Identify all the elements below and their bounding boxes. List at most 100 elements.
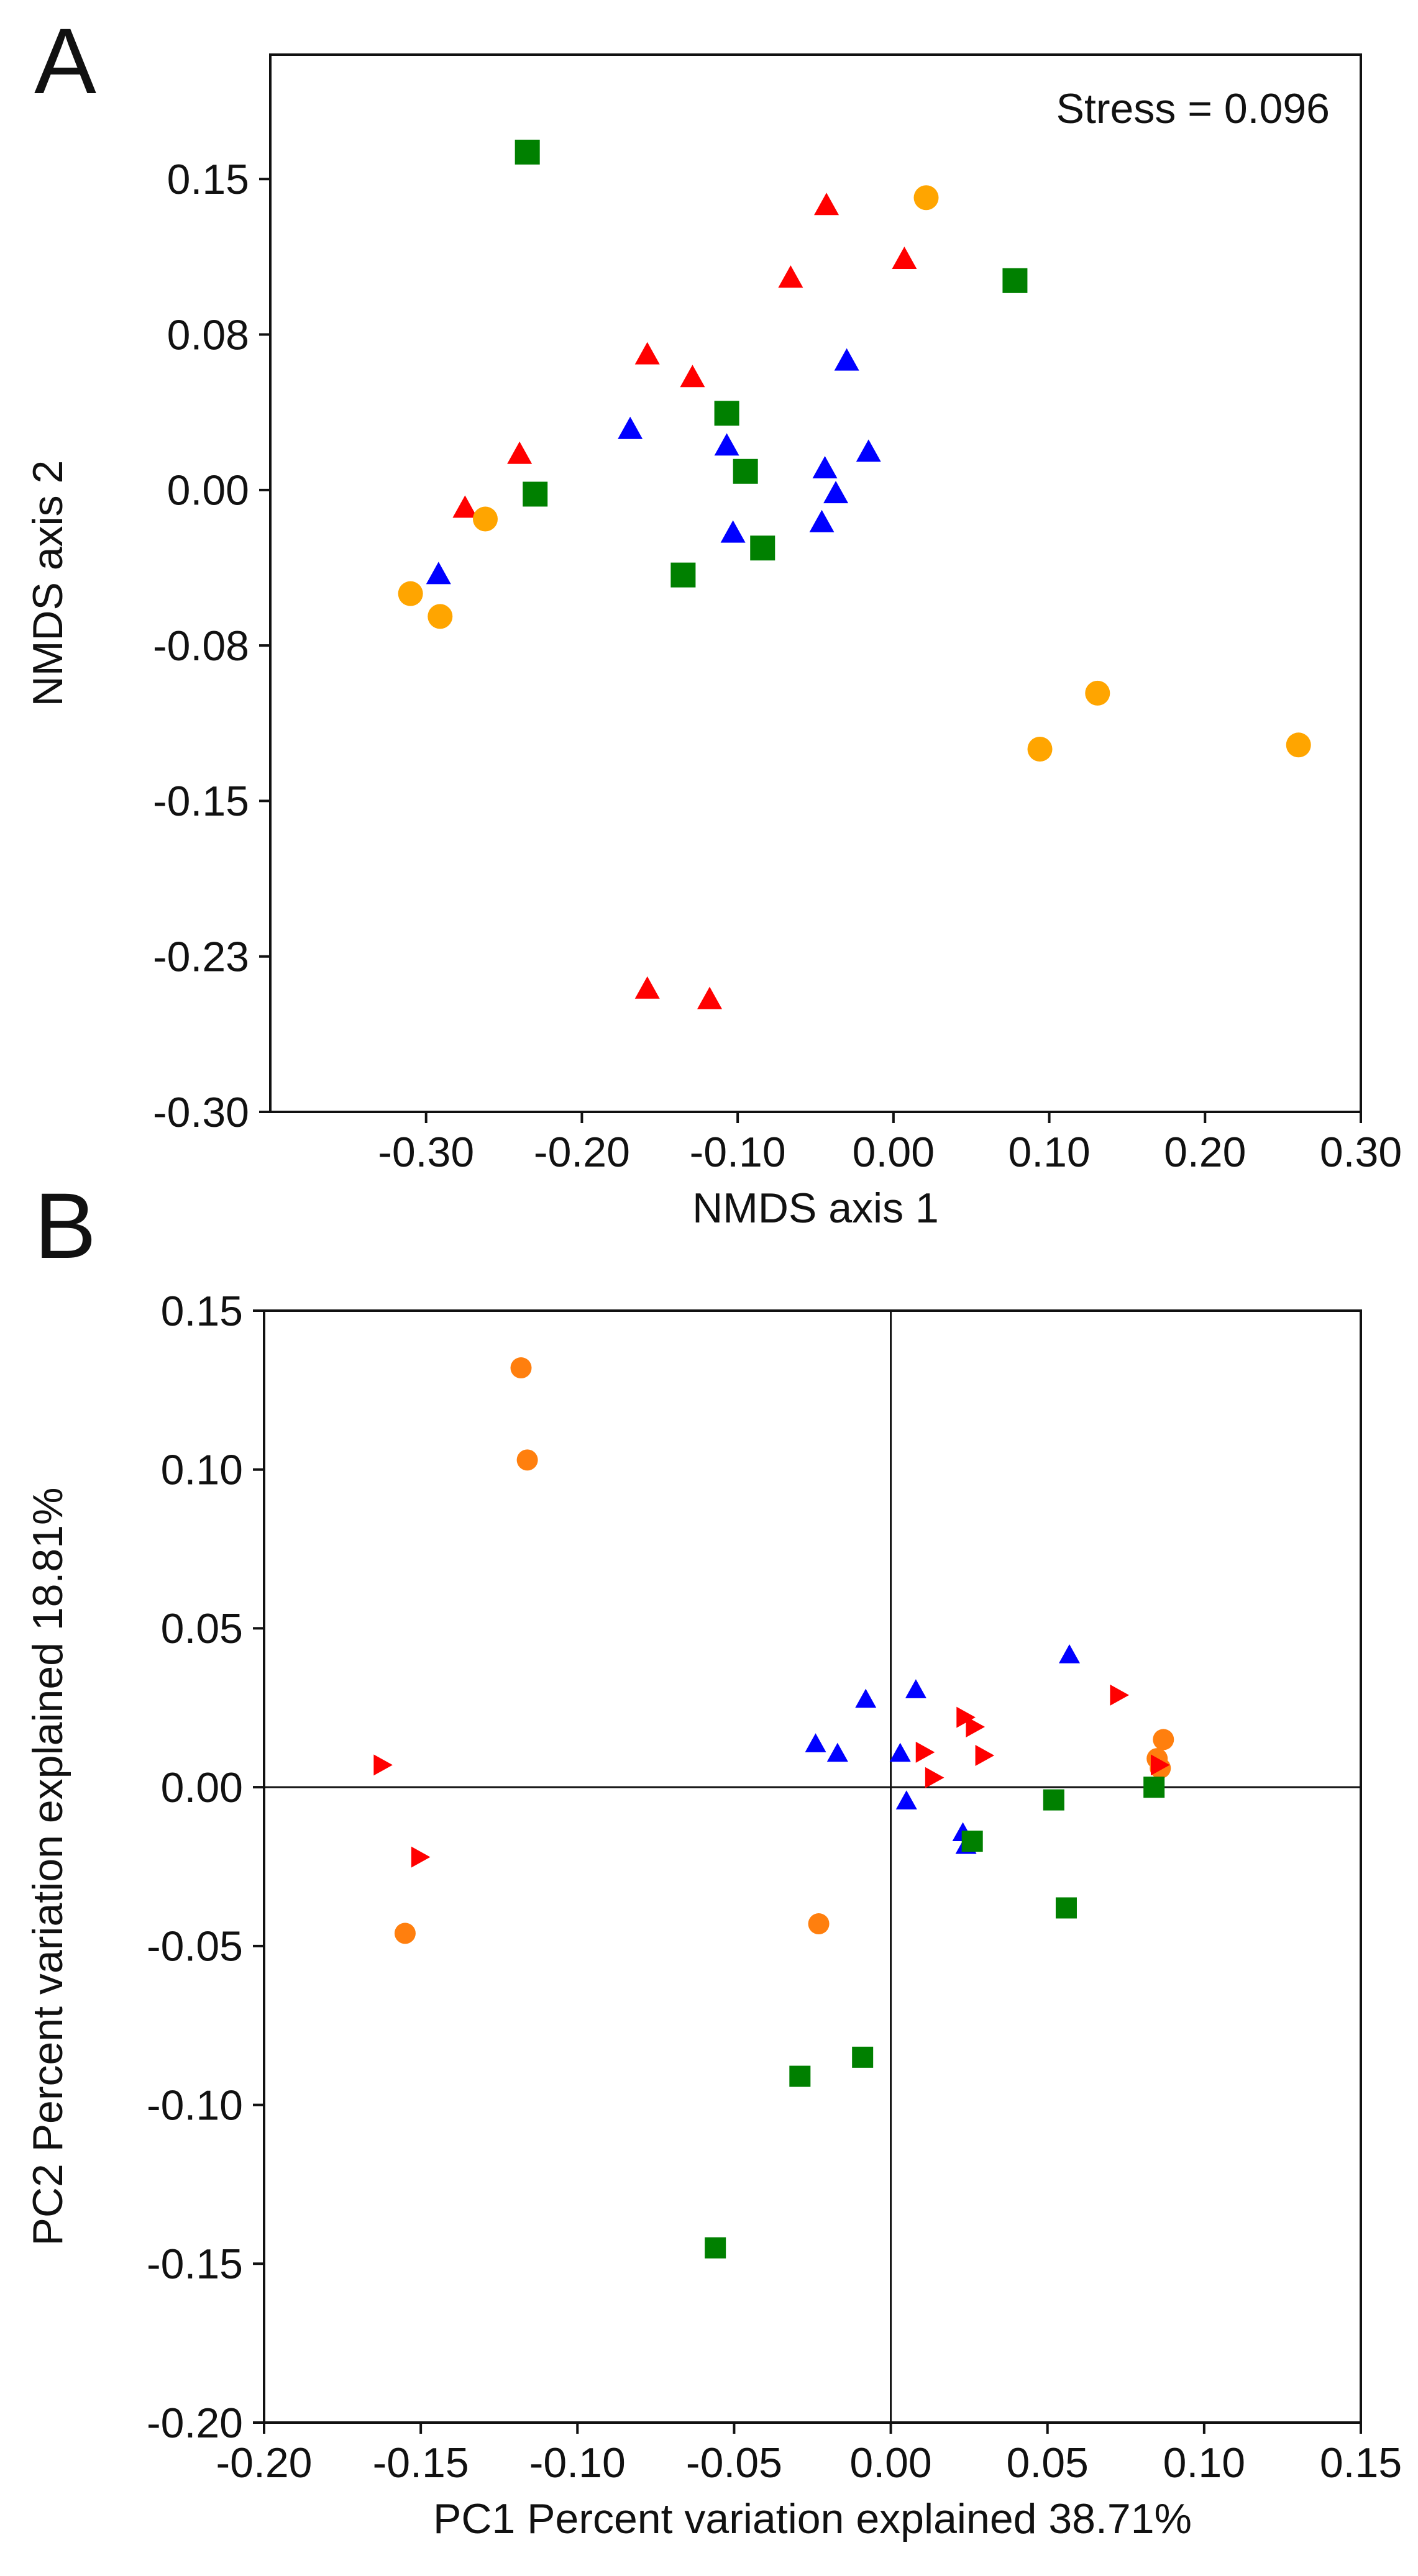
panelA-x-axis-label: NMDS axis 1 [692,1185,939,1232]
panelA-point-series-2 [618,416,643,439]
panelA-point-series-2 [812,456,838,479]
panelA-y-tick-label: 0.00 [167,467,249,514]
panelB-point-series-2 [855,1688,877,1708]
panel-label-b: B [34,1173,96,1278]
panelA-point-series-2 [809,509,835,532]
panelA-y-tick-label: -0.08 [153,622,249,670]
panelA-y-tick-label: 0.15 [167,156,249,203]
panelA-point-series-1 [892,247,917,270]
panelA-x-tick-label: -0.30 [378,1129,474,1176]
panelB-point-series-0 [516,1449,538,1471]
panelB-point-series-1 [411,1846,431,1868]
panelA-point-series-0 [670,562,696,588]
panel-a-chart: -0.30 -0.20 -0.10 0.00 0.10 0.20 0.30 0.15 0.08 0… [24,53,1402,1232]
panelB-point-series-1 [925,1767,945,1788]
panelA-point-series-1 [507,441,533,464]
panelA-plot-frame [269,53,1362,1113]
panelA-y-tick-label: -0.15 [153,778,249,825]
panelA-point-series-1 [680,365,705,388]
panelA-stress-annotation: Stress = 0.096 [1056,85,1330,132]
panelB-y-axis-label: PC2 Percent variation explained 18.81% [24,1488,71,2246]
panelB-point-series-2 [1059,1644,1081,1663]
panelB-point-series-2 [805,1733,826,1752]
panelB-point-series-3 [1143,1777,1165,1798]
panelB-point-series-1 [373,1754,393,1776]
panelB-point-series-1 [975,1745,995,1766]
panelB-x-tick-label: -0.20 [216,2439,313,2487]
panelB-x-tick-label: 0.10 [1163,2439,1245,2487]
panelB-point-series-0 [808,1913,830,1935]
panelA-point-series-1 [634,342,660,365]
panelB-point-series-3 [789,2065,811,2087]
panelA-point-series-3 [472,506,498,532]
panelB-x-tick-label: -0.10 [529,2439,626,2487]
panelB-x-tick-label: 0.05 [1007,2439,1089,2487]
panelB-point-series-3 [961,1831,983,1852]
panelB-point-series-2 [905,1679,926,1698]
panelB-x-axis-label: PC1 Percent variation explained 38.71% [433,2495,1192,2542]
panelB-x-tick-label: 0.15 [1320,2439,1402,2487]
panelA-point-series-3 [913,185,939,211]
panelB-point-series-2 [889,1742,911,1762]
panelA-x-tick-label: 0.30 [1320,1129,1402,1176]
panelB-point-series-2 [826,1742,848,1762]
panelA-point-series-0 [750,535,775,561]
panelB-y-tick-label: 0.10 [161,1447,243,1494]
panelB-point-series-3 [1043,1789,1064,1811]
panelA-point-series-3 [1286,732,1311,758]
panelB-x-tick-label: 0.00 [849,2439,931,2487]
panelA-point-series-1 [452,495,478,518]
panelB-y-tick-label: 0.00 [161,1764,243,1811]
panelA-y-tick-label: 0.08 [167,311,249,358]
panelA-point-series-2 [720,520,746,543]
panelB-point-series-3 [852,2046,874,2068]
panelA-point-series-2 [834,348,859,371]
panelB-point-series-0 [1153,1729,1174,1750]
panelB-point-series-3 [705,2237,726,2259]
panelB-point-series-0 [510,1357,532,1379]
panelB-point-series-0 [394,1923,416,1944]
panelA-point-series-0 [714,401,739,426]
panelB-y-tick-label: 0.15 [161,1288,243,1335]
panelA-point-series-2 [823,481,849,504]
panelA-x-tick-label: -0.20 [534,1129,630,1176]
panelA-point-series-2 [426,562,451,585]
panelB-point-series-3 [1055,1897,1077,1919]
panelB-x-tick-label: -0.05 [686,2439,782,2487]
panelA-point-series-2 [714,433,739,456]
panelA-point-series-0 [523,481,548,507]
panelA-x-tick-label: -0.10 [690,1129,786,1176]
panelA-point-series-3 [1085,680,1110,706]
panelB-plot-frame [263,1309,1362,2424]
panelA-point-series-3 [428,604,453,629]
panel-b-chart: -0.20 -0.15 -0.10 -0.05 0.00 0.05 0.10 0.15 0.15… [24,1288,1402,2542]
panelB-y-tick-label: -0.05 [147,1923,243,1970]
panelA-point-series-1 [814,193,839,216]
panelB-x-tick-label: -0.15 [373,2439,469,2487]
panelA-y-tick-label: -0.30 [153,1089,249,1136]
panelB-y-tick-label: -0.20 [147,2400,243,2447]
panelA-point-series-1 [634,976,660,999]
panelB-y-tick-label: 0.05 [161,1605,243,1652]
panelA-x-tick-label: 0.20 [1164,1129,1246,1176]
panelB-y-tick-label: -0.15 [147,2241,243,2288]
panelA-point-series-1 [778,265,803,288]
panelA-point-series-3 [1027,736,1053,762]
panelB-point-series-1 [1150,1754,1170,1776]
panelA-point-series-1 [697,986,723,1009]
panelB-point-series-1 [1110,1684,1129,1706]
panelB-point-series-1 [966,1716,986,1737]
panelA-y-axis-label: NMDS axis 2 [24,460,71,707]
panelA-point-series-0 [733,458,758,484]
panelB-point-series-2 [895,1790,917,1809]
panelA-x-tick-label: 0.00 [853,1129,935,1176]
panel-label-a: A [34,9,96,113]
panelB-point-series-1 [915,1741,935,1763]
panelA-x-tick-label: 0.10 [1008,1129,1090,1176]
panelA-point-series-0 [1002,268,1028,293]
panelA-y-tick-label: -0.23 [153,934,249,981]
panelA-point-series-0 [515,139,540,165]
panelB-y-tick-label: -0.10 [147,2082,243,2129]
